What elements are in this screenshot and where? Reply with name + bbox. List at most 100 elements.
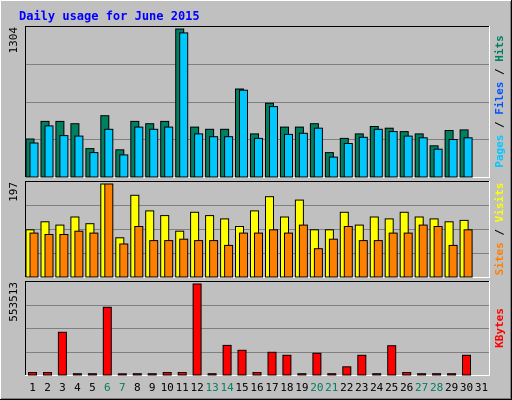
bar	[149, 128, 159, 178]
x-tick-label: 21	[325, 381, 338, 394]
bar	[448, 139, 458, 178]
x-tick-label: 31	[475, 381, 488, 394]
panel-legend-part: /	[493, 222, 506, 242]
x-tick-label: 1	[29, 381, 36, 394]
bar	[134, 226, 144, 278]
panel-legend-label: KBytes	[493, 308, 506, 348]
y-axis-max-label: 553513	[7, 282, 20, 322]
panel-legend-part: Files	[493, 82, 506, 115]
bar	[132, 373, 142, 376]
bar	[87, 373, 97, 376]
x-tick-label: 10	[161, 381, 174, 394]
bar	[327, 373, 337, 376]
bar	[224, 136, 234, 178]
x-tick-label: 30	[460, 381, 473, 394]
panel-legend-part: Pages	[493, 135, 506, 168]
bar	[59, 234, 69, 278]
x-tick-label: 19	[295, 381, 308, 394]
bar	[179, 238, 189, 278]
bar	[117, 373, 127, 376]
bar	[29, 232, 39, 278]
x-tick-label: 25	[385, 381, 398, 394]
x-tick-label: 12	[190, 381, 203, 394]
bar	[164, 240, 174, 278]
x-tick-label: 13	[205, 381, 218, 394]
bar	[254, 137, 263, 178]
bar	[432, 373, 442, 376]
chart-panels: 1304 Pages / Files / Hits 197 Sites / Visit…	[7, 26, 506, 376]
x-tick-label: 2	[44, 381, 51, 394]
bar	[357, 354, 367, 376]
bar	[433, 226, 443, 278]
bar	[269, 106, 278, 178]
x-axis-day-labels: 1 2 3 4 5 6 7 8 9 10 11 12 13 14 15 16 17 18 19 20 21 22 23 24 2…	[29, 381, 488, 394]
bar	[44, 234, 54, 278]
panel-legend-part: /	[493, 115, 506, 135]
bar	[239, 232, 248, 278]
x-tick-label: 22	[340, 381, 353, 394]
bar	[448, 244, 458, 278]
bar	[312, 352, 322, 376]
bar	[284, 133, 293, 178]
panel-legend-part: Visits	[493, 183, 506, 223]
x-tick-label: 20	[310, 381, 323, 394]
bar	[313, 248, 323, 278]
x-tick-label: 11	[176, 381, 189, 394]
bar	[89, 152, 99, 178]
bar	[284, 232, 293, 278]
bar	[104, 128, 114, 178]
bar	[252, 372, 262, 376]
bar	[298, 224, 308, 278]
panel-legend-part: Hits	[493, 35, 506, 62]
bar	[239, 89, 248, 178]
bar	[313, 127, 323, 178]
bar	[462, 354, 471, 376]
bar	[177, 372, 187, 376]
bar	[447, 373, 457, 376]
bar	[44, 125, 54, 178]
x-tick-label: 15	[235, 381, 248, 394]
bar	[463, 137, 473, 178]
bar	[119, 154, 129, 178]
x-tick-label: 6	[104, 381, 111, 394]
x-tick-label: 28	[430, 381, 443, 394]
x-tick-label: 26	[400, 381, 413, 394]
panel-legend-label: Sites / Visits	[493, 183, 506, 276]
bar	[147, 373, 157, 376]
x-tick-label: 5	[89, 381, 96, 394]
panel-legend-label: Pages / Files / Hits	[493, 35, 506, 168]
bar	[72, 373, 82, 376]
y-axis-max-label: 197	[7, 182, 20, 202]
x-tick-label: 14	[220, 381, 234, 394]
bar	[149, 240, 159, 278]
bar	[417, 373, 427, 376]
x-tick-label: 7	[119, 381, 126, 394]
bar	[209, 136, 219, 178]
bar	[282, 354, 292, 376]
x-tick-label: 9	[149, 381, 156, 394]
bar	[207, 373, 217, 376]
bar	[134, 126, 144, 178]
x-tick-label: 18	[280, 381, 293, 394]
bar	[298, 132, 308, 178]
bar	[104, 183, 114, 278]
bar	[418, 137, 428, 178]
bar	[237, 349, 247, 376]
bar	[403, 135, 413, 178]
bar	[74, 230, 84, 278]
panel-bottom: 553513 KBytes	[7, 281, 506, 376]
bar	[418, 224, 428, 278]
bar	[342, 366, 352, 376]
bar	[179, 32, 189, 178]
bar	[254, 232, 263, 278]
bar	[222, 344, 232, 376]
bar	[43, 372, 52, 376]
x-tick-label: 17	[265, 381, 278, 394]
x-tick-label: 29	[445, 381, 458, 394]
bar	[373, 128, 383, 178]
bar	[402, 372, 412, 376]
bar	[194, 133, 204, 178]
bar	[403, 232, 413, 278]
bar	[373, 240, 383, 278]
bar	[269, 229, 278, 278]
